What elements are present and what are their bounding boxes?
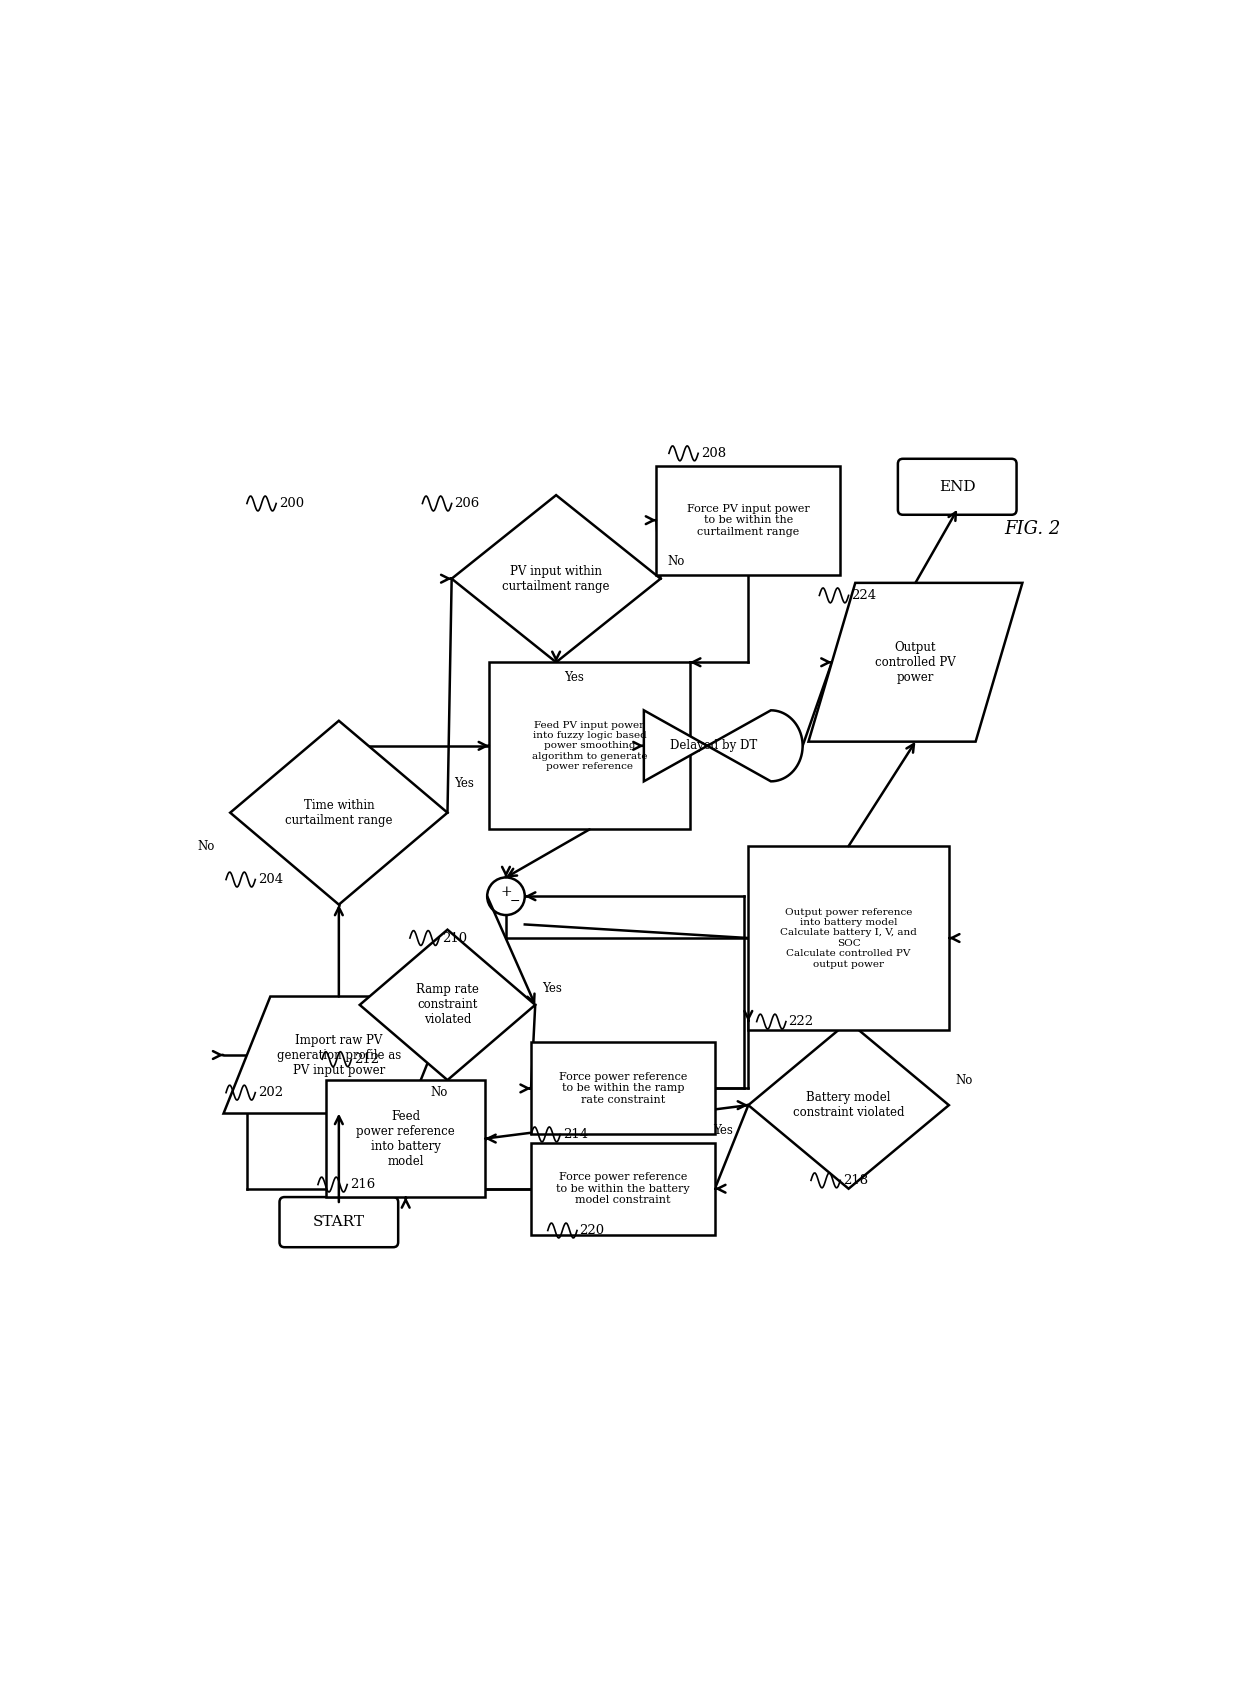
Text: No: No xyxy=(956,1074,973,1086)
Text: 210: 210 xyxy=(441,932,466,944)
Polygon shape xyxy=(231,721,448,905)
Text: 202: 202 xyxy=(258,1086,283,1100)
Text: Feed PV input power
into fuzzy logic based
power smoothing
algorithm to generate: Feed PV input power into fuzzy logic bas… xyxy=(532,721,647,772)
Text: Yes: Yes xyxy=(564,670,584,684)
Polygon shape xyxy=(223,997,454,1113)
Bar xyxy=(490,662,689,829)
Bar xyxy=(531,1142,715,1235)
Text: Delayed by DT: Delayed by DT xyxy=(670,739,758,753)
Polygon shape xyxy=(360,929,536,1079)
Polygon shape xyxy=(808,582,1023,741)
Text: No: No xyxy=(198,839,216,853)
Text: FIG. 2: FIG. 2 xyxy=(1004,519,1060,538)
FancyBboxPatch shape xyxy=(279,1196,398,1247)
Text: 222: 222 xyxy=(789,1015,813,1029)
Polygon shape xyxy=(748,1022,949,1189)
Text: 214: 214 xyxy=(563,1129,588,1140)
Text: Force power reference
to be within the battery
model constraint: Force power reference to be within the b… xyxy=(557,1173,689,1205)
Text: Yes: Yes xyxy=(713,1123,733,1137)
Text: 216: 216 xyxy=(350,1178,374,1191)
Text: Yes: Yes xyxy=(454,777,474,790)
Text: Force PV input power
to be within the
curtailment range: Force PV input power to be within the cu… xyxy=(687,504,810,536)
Text: Output power reference
into battery model
Calculate battery I, V, and
SOC
Calcul: Output power reference into battery mode… xyxy=(780,907,918,968)
Text: Battery model
constraint violated: Battery model constraint violated xyxy=(792,1091,904,1118)
Text: 204: 204 xyxy=(258,873,283,887)
Bar xyxy=(531,1042,715,1134)
Text: Yes: Yes xyxy=(542,981,562,995)
Polygon shape xyxy=(451,496,661,662)
Text: START: START xyxy=(312,1215,365,1228)
Bar xyxy=(748,846,949,1030)
Text: −: − xyxy=(510,895,521,909)
Text: END: END xyxy=(939,481,976,494)
Text: Force power reference
to be within the ramp
rate constraint: Force power reference to be within the r… xyxy=(559,1071,687,1105)
Bar xyxy=(326,1079,485,1196)
Text: Ramp rate
constraint
violated: Ramp rate constraint violated xyxy=(417,983,479,1027)
FancyBboxPatch shape xyxy=(898,459,1017,514)
Text: 200: 200 xyxy=(279,497,304,509)
Text: PV input within
curtailment range: PV input within curtailment range xyxy=(502,565,610,592)
Polygon shape xyxy=(644,711,802,782)
Text: Output
controlled PV
power: Output controlled PV power xyxy=(875,641,956,684)
Text: +: + xyxy=(500,885,512,898)
Text: 212: 212 xyxy=(353,1052,379,1066)
Text: 220: 220 xyxy=(579,1223,605,1237)
Text: 206: 206 xyxy=(454,497,480,509)
Text: 218: 218 xyxy=(843,1174,868,1186)
Text: No: No xyxy=(667,555,684,569)
Text: Time within
curtailment range: Time within curtailment range xyxy=(285,799,393,827)
Text: 224: 224 xyxy=(851,589,877,602)
Circle shape xyxy=(487,878,525,915)
Bar xyxy=(656,465,841,575)
Text: Feed
power reference
into battery
model: Feed power reference into battery model xyxy=(356,1110,455,1167)
Text: Import raw PV
generation profile as
PV input power: Import raw PV generation profile as PV i… xyxy=(277,1034,401,1076)
Text: No: No xyxy=(430,1086,448,1100)
Text: 208: 208 xyxy=(701,447,725,460)
